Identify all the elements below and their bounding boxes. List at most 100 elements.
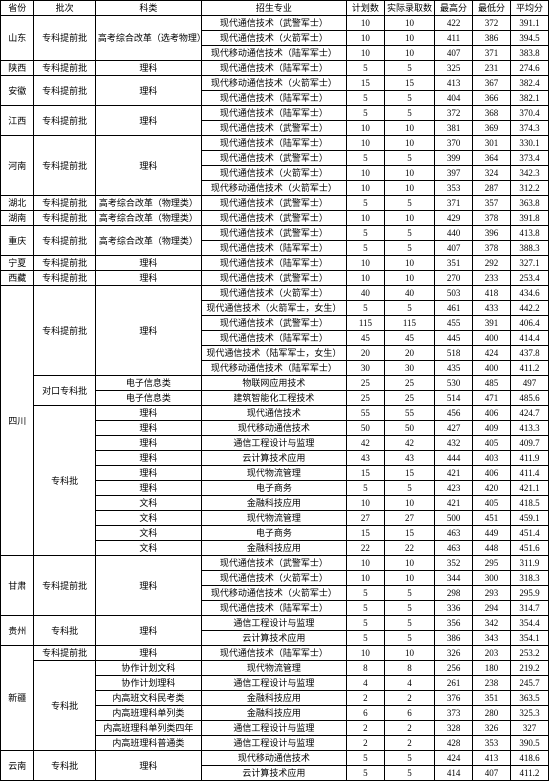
cell: 10 [346,136,384,151]
cell: 311.9 [510,556,548,571]
cell: 294 [473,601,511,616]
cell: 409.7 [510,436,548,451]
cell: 343 [473,631,511,646]
cell: 高考综合改革（物理类） [95,211,201,226]
cell: 27 [384,511,434,526]
cell: 2 [384,721,434,736]
cell: 通信工程设计与监理 [201,736,346,751]
cell: 10 [384,271,434,286]
cell: 372 [473,16,511,31]
cell: 115 [346,316,384,331]
cell: 421 [435,496,473,511]
cell: 295 [473,556,511,571]
cell: 文科 [95,541,201,556]
cell: 专科批 [34,661,95,751]
table-row: 宁夏专科提前批理科现代通信技术（陆军军士）1010351292327.1 [1,256,549,271]
cell: 专科提前批 [34,556,95,616]
cell: 366 [473,91,511,106]
cell: 现代通信技术（火箭军士，女生） [201,301,346,316]
cell: 314.7 [510,601,548,616]
table-row: 陕西专科提前批理科现代通信技术（陆军军士）55325231274.6 [1,61,549,76]
cell: 河南 [1,136,34,196]
cell: 396 [473,226,511,241]
col-header-5: 实际录取数 [384,1,434,16]
cell: 245.7 [510,676,548,691]
cell: 现代通信技术（武警军士） [201,16,346,31]
cell: 5 [384,226,434,241]
col-header-4: 计划数 [346,1,384,16]
cell: 现代通信技术（陆军军士） [201,646,346,661]
cell: 115 [384,316,434,331]
cell: 10 [346,31,384,46]
cell: 5 [346,601,384,616]
cell: 414.4 [510,331,548,346]
cell: 现代物流管理 [201,511,346,526]
cell: 448 [473,541,511,556]
cell: 金融科技应用 [201,706,346,721]
cell: 现代通信技术（陆军军士） [201,601,346,616]
cell: 428 [435,736,473,751]
cell: 理科 [95,646,201,661]
cell: 418.5 [510,496,548,511]
cell: 336 [435,601,473,616]
cell: 407 [435,46,473,61]
cell: 406 [473,406,511,421]
cell: 342.3 [510,166,548,181]
cell: 5 [346,61,384,76]
cell: 413 [435,76,473,91]
cell: 现代通信技术（火箭军士） [201,31,346,46]
cell: 324 [473,166,511,181]
cell: 485 [473,376,511,391]
cell: 理科 [95,436,201,451]
cell: 370 [435,136,473,151]
cell: 25 [346,376,384,391]
cell: 434.6 [510,286,548,301]
cell: 物联网应用技术 [201,376,346,391]
cell: 金融科技应用 [201,541,346,556]
cell: 现代通信技术（陆军军士） [201,61,346,76]
cell: 高考综合改革（选考物理） [95,16,201,61]
cell: 261 [435,676,473,691]
cell: 5 [346,226,384,241]
cell: 建筑智能化工程技术 [201,391,346,406]
cell: 418.6 [510,751,548,766]
cell: 403 [473,451,511,466]
cell: 通信工程设计与监理 [201,721,346,736]
cell: 理科 [95,751,201,781]
cell: 5 [384,196,434,211]
cell: 503 [435,286,473,301]
cell: 372 [435,106,473,121]
cell: 414 [435,766,473,781]
cell: 344 [435,571,473,586]
cell: 10 [346,556,384,571]
cell: 459.1 [510,511,548,526]
cell: 8 [346,661,384,676]
cell: 22 [384,541,434,556]
cell: 现代通信技术（武警军士） [201,226,346,241]
cell: 现代通信技术（陆军军士） [201,241,346,256]
cell: 411.2 [510,766,548,781]
cell: 300 [473,571,511,586]
cell: 10 [346,166,384,181]
cell: 现代通信技术（陆军军士） [201,331,346,346]
cell: 10 [384,256,434,271]
cell: 325.3 [510,706,548,721]
cell: 386 [473,31,511,46]
cell: 10 [384,211,434,226]
cell: 电子商务 [201,481,346,496]
cell: 5 [384,751,434,766]
cell: 15 [384,466,434,481]
cell: 现代通信技术（武警军士） [201,196,346,211]
cell: 391.8 [510,211,548,226]
cell: 专科提前批 [34,286,95,376]
cell: 云计算技术应用 [201,451,346,466]
cell: 421.1 [510,481,548,496]
cell: 10 [384,31,434,46]
cell: 现代通信技术（火箭军士） [201,166,346,181]
cell: 5 [346,151,384,166]
cell: 424 [435,751,473,766]
cell: 云计算技术应用 [201,631,346,646]
cell: 451.4 [510,526,548,541]
cell: 238 [473,676,511,691]
cell: 5 [384,61,434,76]
